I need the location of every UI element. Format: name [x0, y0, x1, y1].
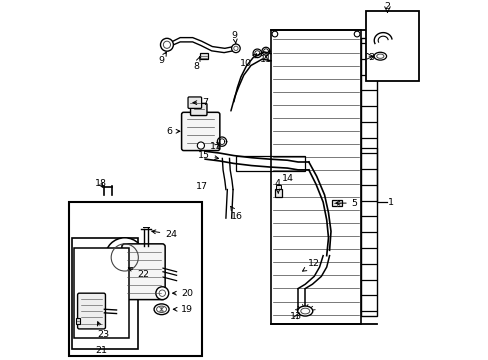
Text: 8: 8 — [193, 57, 200, 71]
Circle shape — [105, 238, 144, 277]
Bar — [274, 189, 282, 197]
Bar — [76, 318, 80, 324]
FancyBboxPatch shape — [181, 112, 220, 150]
Text: 9: 9 — [158, 52, 166, 66]
Text: 16: 16 — [230, 206, 243, 221]
Bar — [360, 37, 376, 316]
Text: 10: 10 — [240, 54, 256, 68]
Circle shape — [197, 142, 204, 149]
FancyBboxPatch shape — [78, 293, 105, 329]
Circle shape — [156, 287, 168, 300]
Text: 11: 11 — [209, 142, 222, 151]
Ellipse shape — [297, 306, 312, 316]
Text: 5: 5 — [335, 199, 357, 208]
Circle shape — [160, 38, 173, 51]
Text: 12: 12 — [302, 259, 320, 271]
Bar — [235, 156, 305, 171]
Bar — [331, 200, 342, 206]
Text: 4: 4 — [274, 179, 280, 193]
FancyBboxPatch shape — [188, 97, 201, 108]
Ellipse shape — [373, 52, 386, 60]
Bar — [271, 31, 360, 324]
FancyBboxPatch shape — [122, 244, 165, 300]
Text: 7: 7 — [193, 98, 207, 107]
Text: 17: 17 — [196, 182, 208, 191]
Ellipse shape — [154, 304, 169, 315]
Bar — [69, 202, 201, 356]
Text: 19: 19 — [173, 305, 192, 314]
Text: 2: 2 — [384, 2, 390, 11]
Bar — [200, 53, 207, 59]
Text: 14: 14 — [282, 174, 293, 183]
Text: 3: 3 — [367, 53, 374, 62]
Bar — [366, 11, 418, 81]
Circle shape — [271, 31, 277, 37]
Bar — [275, 185, 281, 189]
Text: 23: 23 — [97, 322, 109, 339]
Text: 20: 20 — [172, 289, 192, 298]
Circle shape — [353, 31, 359, 37]
Text: 22: 22 — [128, 267, 149, 279]
Bar — [74, 248, 129, 338]
Bar — [72, 238, 138, 348]
Text: 13: 13 — [290, 312, 302, 321]
Text: 18: 18 — [94, 179, 106, 188]
Text: 6: 6 — [166, 127, 180, 136]
FancyBboxPatch shape — [190, 103, 206, 116]
Text: 24: 24 — [151, 230, 177, 239]
Text: 9: 9 — [231, 31, 237, 43]
Text: 21: 21 — [95, 346, 107, 355]
Text: 11: 11 — [260, 55, 271, 64]
Text: 1: 1 — [387, 198, 393, 207]
Text: 15: 15 — [197, 151, 218, 160]
Circle shape — [231, 44, 240, 53]
